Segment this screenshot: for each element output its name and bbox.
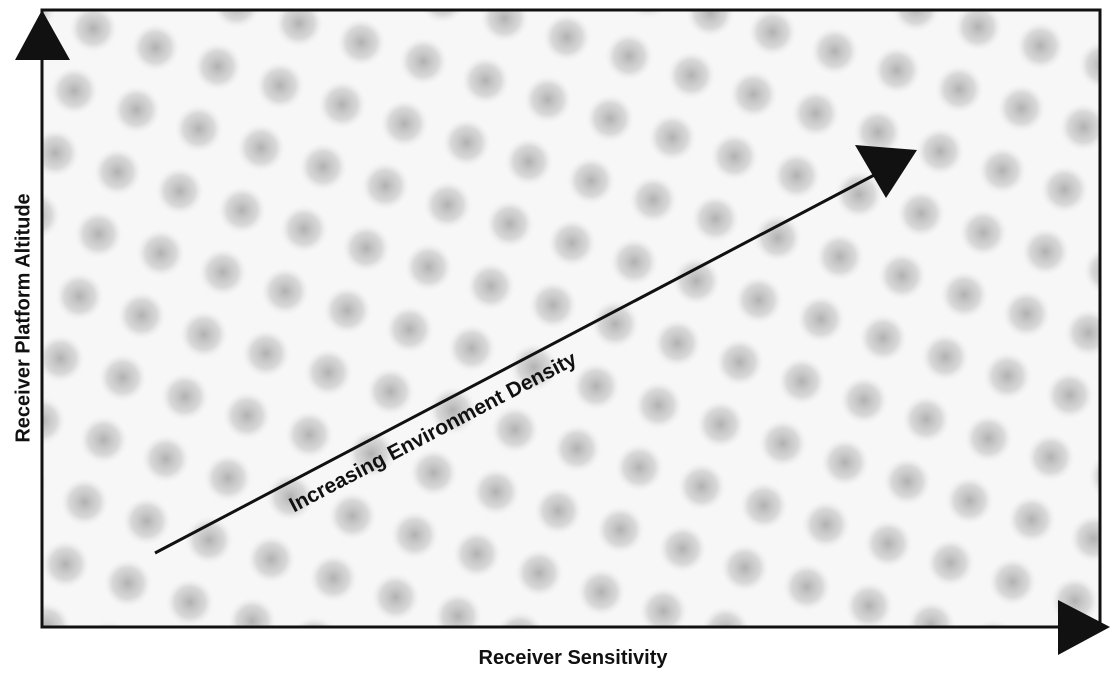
plot-area xyxy=(40,8,1102,629)
x-axis-label: Receiver Sensitivity xyxy=(479,647,669,669)
x-axis-arrowhead xyxy=(1058,600,1110,655)
trend-arrowhead xyxy=(855,145,917,198)
y-axis-arrowhead xyxy=(15,10,70,60)
y-axis-label: Receiver Platform Altitude xyxy=(12,193,34,442)
trend-arrow xyxy=(154,170,881,555)
